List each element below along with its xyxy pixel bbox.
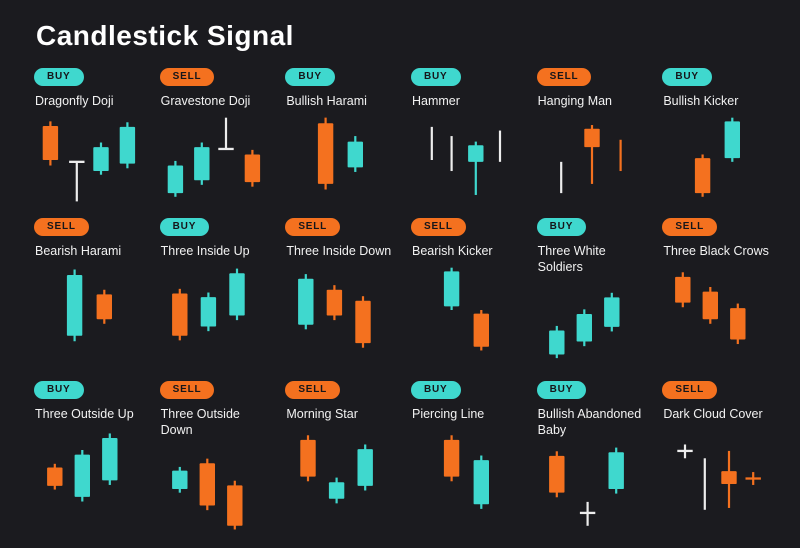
signal-badge: BUY <box>285 68 335 86</box>
pattern-name: Three White Soldiers <box>537 244 606 274</box>
pattern-name: Three Outside Up <box>35 407 134 422</box>
pattern-card: SELL Morning Star <box>277 381 397 534</box>
candlestick-chart <box>172 458 243 529</box>
signal-badge: BUY <box>34 381 84 400</box>
pattern-card: BUY Hammer <box>403 68 523 208</box>
pattern-card: SELL Three Outside Down <box>152 381 272 534</box>
signal-badge: SELL <box>159 381 215 400</box>
signal-badge: BUY <box>410 381 461 400</box>
signal-badge: SELL <box>285 218 341 236</box>
pattern-card: SELL Hanging Man <box>529 68 649 208</box>
signal-badge: SELL <box>662 218 718 236</box>
candlestick-chart <box>560 125 623 194</box>
pattern-name: Dragonfly Doji <box>35 94 114 108</box>
pattern-card: BUY Three Inside Up <box>152 218 272 371</box>
pattern-name: Bearish Kicker <box>411 244 493 258</box>
signal-badge: BUY <box>159 218 210 236</box>
pattern-card: SELL Bearish Harami <box>26 218 146 371</box>
signal-badge: SELL <box>536 68 592 86</box>
pattern-card: BUY Dragonfly Doji <box>26 68 146 208</box>
signal-badge: BUY <box>34 68 84 86</box>
candlestick-chart <box>172 268 246 341</box>
candlestick-chart <box>298 274 371 348</box>
pattern-card: BUY Bullish Harami <box>277 68 397 208</box>
candlestick-chart <box>46 433 118 502</box>
candlestick-chart <box>318 117 364 190</box>
pattern-name: Three Inside Down <box>286 244 392 258</box>
pattern-card: BUY Bullish Abandoned Baby <box>529 381 649 534</box>
candlestick-chart <box>443 435 489 510</box>
signal-badge: BUY <box>536 381 587 400</box>
pattern-name: Bullish Harami <box>286 94 367 108</box>
pattern-name: Morning Star <box>286 407 358 422</box>
signal-badge: BUY <box>536 218 587 236</box>
pattern-grid: BUY Dragonfly Doji SELL Gravestone Doji … <box>26 68 774 535</box>
candlestick-chart <box>430 126 501 195</box>
pattern-card: SELL Three Inside Down <box>277 218 397 371</box>
signal-badge: SELL <box>159 68 215 86</box>
pattern-card: BUY Bullish Kicker <box>654 68 774 208</box>
signal-badge: BUY <box>662 68 712 86</box>
candlestick-chart <box>695 117 741 197</box>
candlestick-chart <box>66 269 112 342</box>
pattern-name: Hanging Man <box>537 94 613 108</box>
pattern-name: Gravestone Doji <box>160 94 251 108</box>
signal-badge: SELL <box>285 381 341 400</box>
candlestick-signal-page: Candlestick Signal BUY Dragonfly Doji SE… <box>26 20 774 535</box>
pattern-name: Bearish Harami <box>35 244 122 258</box>
candlestick-chart <box>443 267 489 351</box>
pattern-card: SELL Dark Cloud Cover <box>654 381 774 534</box>
pattern-name: Piercing Line <box>411 407 485 422</box>
candlestick-chart <box>675 272 746 345</box>
candlestick-chart <box>168 117 261 197</box>
signal-badge: SELL <box>662 381 718 400</box>
pattern-name: Three Outside Down <box>160 407 240 437</box>
signal-badge: SELL <box>410 218 466 236</box>
pattern-card: BUY Three Outside Up <box>26 381 146 534</box>
pattern-name: Three Inside Up <box>160 244 250 258</box>
pattern-card: BUY Three White Soldiers <box>529 218 649 371</box>
candlestick-chart <box>300 435 374 504</box>
candlestick-chart <box>42 121 135 202</box>
pattern-card: SELL Bearish Kicker <box>403 218 523 371</box>
candlestick-chart <box>549 293 620 359</box>
pattern-name: Bullish Kicker <box>663 94 739 108</box>
pattern-name: Hammer <box>411 94 460 108</box>
pattern-card: BUY Piercing Line <box>403 381 523 534</box>
signal-badge: SELL <box>34 218 89 236</box>
candlestick-chart <box>549 447 625 526</box>
page-title: Candlestick Signal <box>36 20 294 51</box>
pattern-name: Dark Cloud Cover <box>663 407 763 422</box>
signal-badge: BUY <box>410 68 461 86</box>
candlestick-chart <box>677 444 762 511</box>
pattern-card: SELL Gravestone Doji <box>152 68 272 208</box>
pattern-card: SELL Three Black Crows <box>654 218 774 371</box>
pattern-name: Bullish Abandoned Baby <box>537 407 642 437</box>
pattern-name: Three Black Crows <box>663 244 769 258</box>
